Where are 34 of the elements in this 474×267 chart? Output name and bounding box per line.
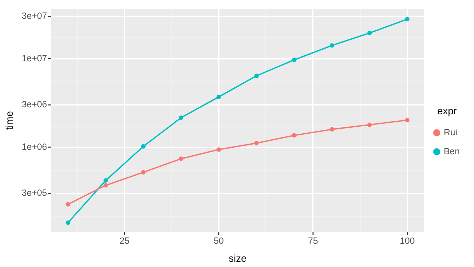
x-tick-label: 100 <box>400 236 416 246</box>
x-axis-title: size <box>228 254 248 265</box>
point <box>216 94 222 100</box>
point <box>66 220 70 226</box>
y-tick-label: 1e+06 <box>22 142 48 152</box>
point <box>254 74 259 78</box>
y-tick-label: 3e+06 <box>22 100 48 110</box>
y-tick-label: 3e+07 <box>22 11 48 22</box>
point <box>292 58 297 62</box>
x-tick-label: 25 <box>120 236 130 246</box>
point <box>368 122 372 128</box>
point <box>405 118 410 123</box>
point <box>405 17 410 22</box>
legend-label: Rui <box>444 127 458 138</box>
point <box>104 178 108 183</box>
point <box>141 144 146 149</box>
point <box>66 202 70 207</box>
point <box>141 170 146 175</box>
legend-label: Ben <box>444 146 460 156</box>
x-tick-label: 75 <box>308 236 318 246</box>
point <box>330 44 334 48</box>
point <box>330 127 334 132</box>
point <box>104 183 108 188</box>
point <box>216 148 222 152</box>
point <box>179 156 184 162</box>
point <box>254 141 259 146</box>
point <box>179 116 184 120</box>
point <box>368 31 372 36</box>
y-tick-label: 1e+07 <box>22 53 48 64</box>
point <box>292 133 297 138</box>
legend-title: expr <box>438 106 458 118</box>
y-tick-label: 3e+05 <box>22 188 48 198</box>
y-axis-title: time <box>4 110 16 130</box>
x-tick-label: 50 <box>214 236 224 246</box>
